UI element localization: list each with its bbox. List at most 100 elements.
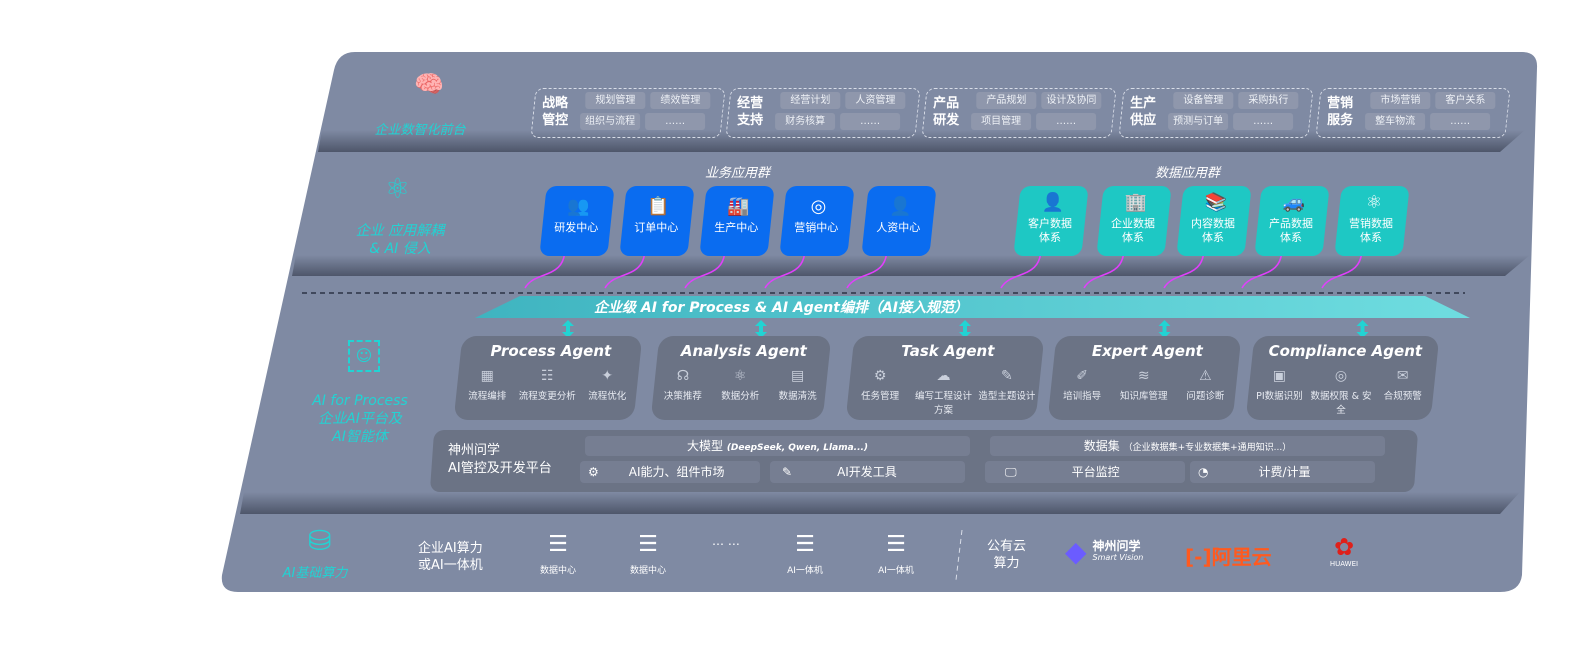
front-item[interactable]: …… <box>1233 113 1294 130</box>
agent-capability[interactable]: ⚙ 任务管理 <box>849 368 912 416</box>
model-note: (DeepSeek, Qwen, Llama...) <box>726 443 869 453</box>
ai-banner <box>475 296 1470 318</box>
front-item[interactable]: 客户关系 <box>1435 92 1496 109</box>
front-item[interactable]: 产品规划 <box>976 92 1037 109</box>
agent-analysis-agent[interactable]: Analysis Agent ☊ 决策推荐 ⚛ 数据分析 ▤ 数据清洗 <box>650 336 832 420</box>
brain-icon: 🧠 <box>414 70 444 98</box>
database-icon: ⛁ <box>308 524 332 557</box>
platform-name-line: AI管控及开发平台 <box>448 461 552 476</box>
front-item[interactable]: 财务核算 <box>775 113 836 130</box>
business-app-4[interactable]: ◎ 营销中心 <box>779 186 855 256</box>
ai-connector-arrow <box>524 247 566 289</box>
agent-capability[interactable]: ⚠ 问题诊断 <box>1175 368 1237 402</box>
agent-capability[interactable]: ≋ 知识库管理 <box>1113 368 1175 402</box>
agent-title: Process Agent <box>490 342 612 360</box>
app-label: 客户数据 体系 <box>1027 217 1072 244</box>
server-icon: ☰ <box>548 532 568 557</box>
tool-billing[interactable]: ◔ 计费/计量 <box>1190 461 1375 483</box>
group-title: 营销服务 <box>1327 96 1354 128</box>
label-line: 公有云 <box>987 539 1027 554</box>
front-item[interactable]: 设计及协同 <box>1041 92 1102 109</box>
front-item[interactable]: 组织与流程 <box>580 113 641 130</box>
front-item[interactable]: …… <box>1430 113 1491 130</box>
group-title: 生产供应 <box>1130 96 1157 128</box>
front-item[interactable]: 经营计划 <box>780 92 841 109</box>
tool-monitor[interactable]: 🖵 平台监控 <box>985 461 1185 483</box>
monitor-icon: 🖵 <box>1005 465 1017 479</box>
group-title: 产品研发 <box>933 96 960 128</box>
group-title: 经营支持 <box>737 96 764 128</box>
front-item[interactable]: 绩效管理 <box>650 92 711 109</box>
server-item: ☰ 数据中心 <box>618 533 678 577</box>
platform-name-line: 神州问学 <box>448 443 501 458</box>
agent-capability[interactable]: ▦ 流程编排 <box>457 368 517 402</box>
agent-capability[interactable]: ✎ 造型主题设计 <box>975 368 1038 416</box>
agent-compliance-agent[interactable]: Compliance Agent ▣ PI数据识别 ◎ 数据权限 & 安全 ✉ 合规预警 <box>1245 336 1440 420</box>
front-item[interactable]: 市场营销 <box>1370 92 1431 109</box>
agent-capability[interactable]: ☊ 决策推荐 <box>654 368 711 402</box>
capability-label: 编写工程设计方案 <box>915 391 973 416</box>
agent-process-agent[interactable]: Process Agent ▦ 流程编排 ☷ 流程变更分析 ✦ 流程优化 <box>453 336 643 420</box>
data-app-1[interactable]: 👤 客户数据 体系 <box>1013 186 1089 256</box>
agent-capability[interactable]: ⚛ 数据分析 <box>712 368 769 402</box>
label-line: 企业AI算力 <box>418 541 483 556</box>
label-line: & AI 侵入 <box>369 241 431 257</box>
business-app-1[interactable]: 👥 研发中心 <box>539 186 615 256</box>
ai-connector-arrow <box>1083 247 1125 289</box>
agent-capability[interactable]: ✦ 流程优化 <box>577 368 637 402</box>
vendor-smart-vision-logo: ◆ 神州问学 Smart Vision <box>1065 535 1143 568</box>
agent-capability[interactable]: ▤ 数据清洗 <box>769 368 826 402</box>
capability-label: 知识库管理 <box>1120 391 1168 402</box>
front-item[interactable]: …… <box>645 113 706 130</box>
layer-label-ai: AI for Process 企业AI平台及 AI智能体 <box>300 392 420 446</box>
molecule-icon: ⚛ <box>385 172 411 205</box>
agent-capability[interactable]: ✐ 培训指导 <box>1051 368 1113 402</box>
dev-tool-icon: ✎ <box>782 465 793 479</box>
face-scan-icon: ☺ <box>348 340 380 372</box>
agent-expert-agent[interactable]: Expert Agent ✐ 培训指导 ≋ 知识库管理 ⚠ 问题诊断 <box>1047 336 1242 420</box>
vendor-huawei-logo: ✿ HUAWEI <box>1322 534 1366 568</box>
server-label: AI一体机 <box>787 566 823 576</box>
business-app-5[interactable]: 👤 人资中心 <box>861 186 937 256</box>
label-line: AI智能体 <box>332 429 388 445</box>
agent-task-agent[interactable]: Task Agent ⚙ 任务管理 ☁ 编写工程设计方案 ✎ 造型主题设计 <box>845 336 1045 420</box>
data-app-3[interactable]: 📚 内容数据 体系 <box>1176 186 1252 256</box>
capability-icon: ☁ <box>936 368 951 384</box>
front-item[interactable]: 人资管理 <box>845 92 906 109</box>
capability-icon: ✐ <box>1076 368 1088 384</box>
data-app-4[interactable]: 🚙 产品数据 体系 <box>1254 186 1330 256</box>
agent-title: Task Agent <box>901 342 995 360</box>
front-item[interactable]: 规划管理 <box>585 92 646 109</box>
capability-label: 造型主题设计 <box>978 391 1036 402</box>
front-item[interactable]: 设备管理 <box>1173 92 1234 109</box>
ai-connector-arrow <box>846 247 888 289</box>
tool-ai-dev[interactable]: ✎ AI开发工具 <box>770 461 965 483</box>
agent-title: Compliance Agent <box>1268 342 1423 360</box>
front-item[interactable]: 项目管理 <box>971 113 1032 130</box>
vendor-name: 阿里云 <box>1211 545 1272 569</box>
clipboard-icon: 📋 <box>647 196 670 217</box>
ai-connector-arrow <box>1321 247 1363 289</box>
data-app-2[interactable]: 🏢 企业数据 体系 <box>1096 186 1172 256</box>
app-label: 研发中心 <box>554 221 599 234</box>
market-icon: ⚙ <box>588 465 599 479</box>
tool-ai-market[interactable]: ⚙ AI能力、组件市场 <box>580 461 760 483</box>
agent-capability[interactable]: ☁ 编写工程设计方案 <box>912 368 975 416</box>
capability-label: 任务管理 <box>861 391 900 402</box>
vendor-sub: Smart Vision <box>1092 552 1144 562</box>
front-item[interactable]: …… <box>1036 113 1097 130</box>
front-item[interactable]: 整车物流 <box>1365 113 1426 130</box>
capability-label: 培训指导 <box>1063 391 1102 402</box>
front-item[interactable]: 采购执行 <box>1238 92 1299 109</box>
agent-capability[interactable]: ✉ 合规预警 <box>1372 368 1434 416</box>
front-item[interactable]: 预测与订单 <box>1168 113 1229 130</box>
agent-title: Analysis Agent <box>680 342 807 360</box>
front-item[interactable]: …… <box>840 113 901 130</box>
agent-capability[interactable]: ▣ PI数据识别 <box>1249 368 1311 416</box>
business-app-3[interactable]: 🏭 生产中心 <box>699 186 775 256</box>
business-app-2[interactable]: 📋 订单中心 <box>619 186 695 256</box>
agent-capability[interactable]: ◎ 数据权限 & 安全 <box>1310 368 1372 416</box>
data-app-5[interactable]: ⚛ 营销数据 体系 <box>1334 186 1410 256</box>
capability-label: 数据分析 <box>721 391 760 402</box>
agent-capability[interactable]: ☷ 流程变更分析 <box>517 368 577 402</box>
